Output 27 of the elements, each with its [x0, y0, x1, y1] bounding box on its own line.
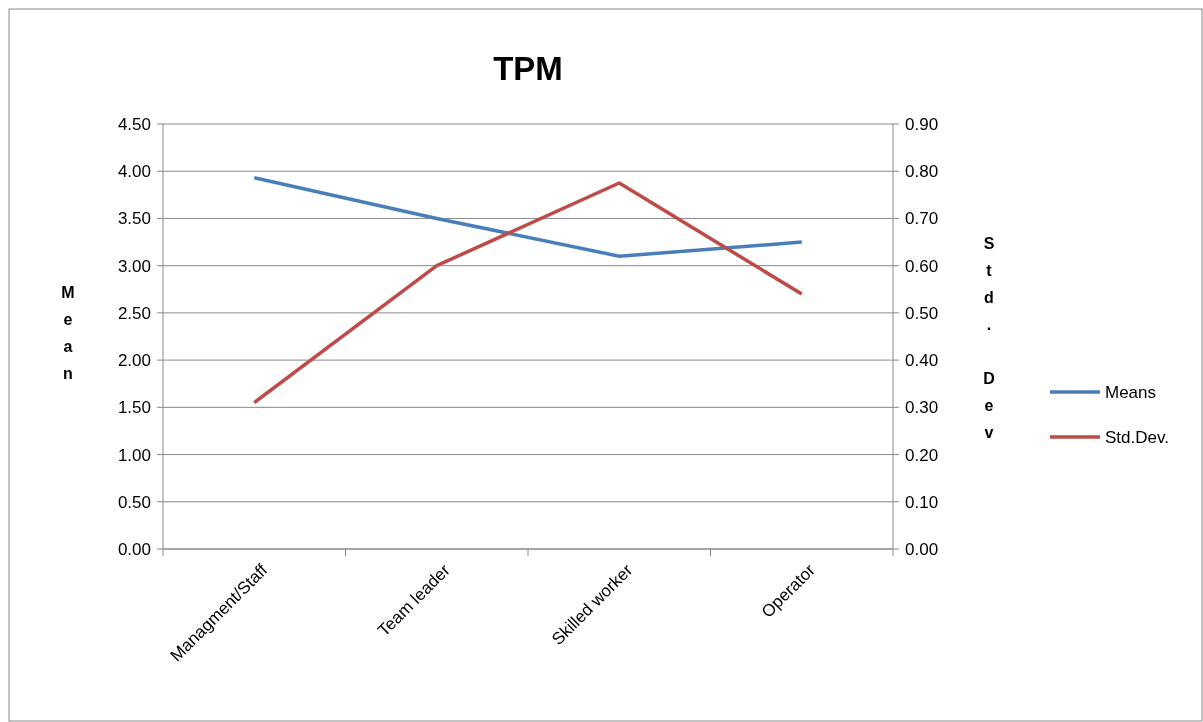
- y2-tick-label: 0.60: [905, 256, 939, 276]
- y-tick-label: 2.50: [117, 303, 151, 323]
- y-tick-label: 1.00: [117, 445, 151, 465]
- line-series: [252, 176, 804, 258]
- y2-tick-label: 0.90: [905, 114, 939, 134]
- y-tick-label: 4.50: [117, 114, 151, 134]
- y2-tick-label: 0.10: [905, 492, 939, 512]
- y-tick-label: 2.00: [117, 351, 151, 371]
- y2-tick-label: 0.00: [905, 539, 939, 559]
- y2-tick-label: 0.30: [905, 398, 939, 418]
- y-tick-label: 0.00: [117, 539, 151, 559]
- y-tick-label: 3.50: [117, 209, 151, 229]
- line-series: [252, 181, 804, 405]
- chart-title: TPM: [493, 50, 563, 87]
- y-tick-label: 0.50: [117, 492, 151, 512]
- y-tick-label: 1.50: [117, 398, 151, 418]
- y-axis-title: Mean: [61, 283, 75, 382]
- y-tick-label: 4.00: [117, 162, 151, 182]
- y-tick-label: 3.00: [117, 256, 151, 276]
- text: Std. Dev: [983, 234, 995, 441]
- y2-tick-label: 0.70: [905, 209, 939, 229]
- y2-tick-label: 0.40: [905, 351, 939, 371]
- y2-tick-label: 0.50: [905, 303, 939, 323]
- y2-tick-label: 0.20: [905, 445, 939, 465]
- legend-label: Std.Dev.: [1105, 427, 1169, 447]
- y2-tick-label: 0.80: [905, 162, 939, 182]
- legend-label: Means: [1105, 382, 1157, 402]
